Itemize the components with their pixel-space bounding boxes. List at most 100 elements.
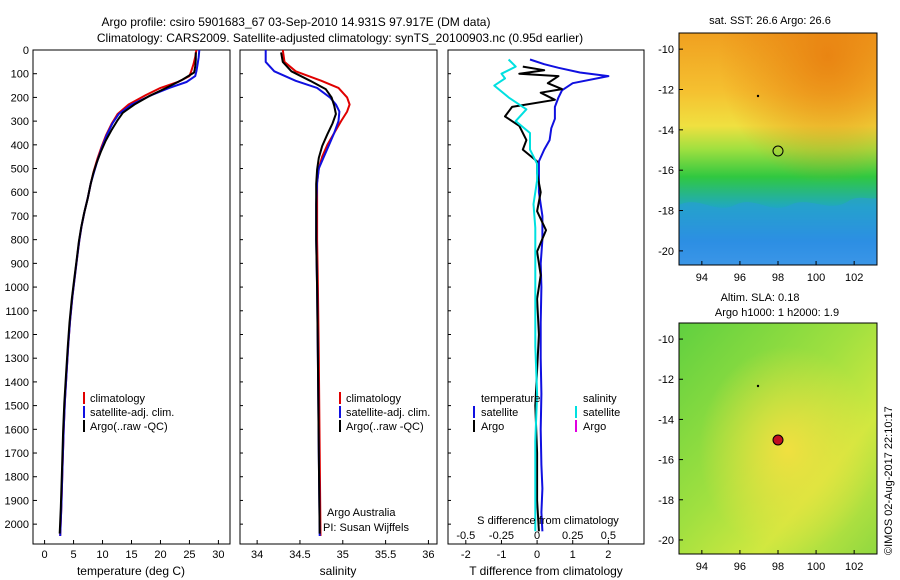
depth-tick-label: 1300: [5, 353, 29, 365]
lon-tick-label: 96: [734, 272, 746, 284]
series-line-argo-raw-qc-: [280, 52, 337, 534]
legend-header-temperature: temperature: [481, 393, 540, 405]
x-tick-label: 0: [42, 549, 48, 561]
lon-tick-label: 98: [772, 272, 784, 284]
depth-tick-label: 400: [11, 140, 29, 152]
lat-tick-label: -20: [658, 535, 674, 547]
legend-label-argo: Argo(..raw -QC): [346, 421, 424, 433]
x-tick-label: 34: [251, 549, 263, 561]
sst-lat-axis: -10 -12 -14 -16 -18 -20: [658, 44, 683, 258]
t-difference-label: T difference from climatology: [469, 564, 623, 578]
sst-cool-region: [679, 197, 877, 265]
lat-tick-label: -18: [658, 495, 674, 507]
lon-tick-label: 102: [845, 561, 863, 573]
lon-tick-label: 102: [845, 272, 863, 284]
depth-tick-label: 500: [11, 164, 29, 176]
depth-tick-label: 700: [11, 211, 29, 223]
annotation-pi: PI: Susan Wijffels: [323, 522, 409, 534]
salinity-x-label: salinity: [320, 564, 357, 578]
difference-x-axis: -2 -1 0 1 2: [461, 540, 611, 561]
legend-header-salinity: salinity: [583, 393, 617, 405]
x-tick-label: 25: [183, 549, 195, 561]
lon-tick-label: 100: [807, 561, 825, 573]
sla-map-title: Altim. SLA: 0.18: [721, 292, 800, 304]
depth-tick-label: 2000: [5, 519, 29, 531]
depth-tick-label: 200: [11, 92, 29, 104]
top-tick-label: 0.5: [601, 530, 616, 542]
depth-tick-label: 1100: [5, 306, 29, 318]
temperature-series: [58, 49, 201, 537]
temperature-legend: climatology satellite-adj. clim. Argo(..…: [83, 392, 174, 433]
difference-legend: temperature salinity satellite Argo sate…: [473, 393, 620, 433]
temperature-panel: 0100200300400500600700800900100011001200…: [5, 45, 451, 578]
legend-label-climatology: climatology: [90, 393, 146, 405]
sla-map-subtitle: Argo h1000: 1 h2000: 1.9: [715, 307, 839, 319]
lat-tick-label: -16: [658, 165, 674, 177]
lon-tick-label: 96: [734, 561, 746, 573]
salinity-series: [264, 49, 351, 537]
x-tick-label: 5: [70, 549, 76, 561]
temperature-x-label: temperature (deg C): [77, 564, 185, 578]
legend-label-climatology: climatology: [346, 393, 402, 405]
lat-tick-label: -16: [658, 455, 674, 467]
s-difference-label: S difference from climatology: [477, 515, 619, 527]
top-tick-label: -0.5: [456, 530, 475, 542]
salinity-panel: 34 34.5 35 35.5 36 salinity climatology sate…: [239, 49, 438, 578]
lon-tick-label: 100: [807, 272, 825, 284]
temperature-x-axis: 0 5 10 15 20 25 30: [42, 540, 225, 561]
x-tick-label: 35.5: [375, 549, 396, 561]
lat-tick-label: -12: [658, 84, 674, 96]
track-point: [756, 384, 760, 388]
depth-tick-label: 1000: [5, 282, 29, 294]
difference-series: [493, 58, 610, 532]
salinity-x-axis: 34 34.5 35 35.5 36: [251, 540, 435, 561]
lon-tick-label: 98: [772, 561, 784, 573]
x-tick-label: 36: [422, 549, 434, 561]
sst-lon-axis: 94 96 98 100 102: [696, 261, 863, 284]
x-tick-label: 35: [337, 549, 349, 561]
series-line-satellite-adj-clim-: [264, 50, 341, 537]
depth-tick-label: 0: [23, 45, 29, 57]
credit-text: ©IMOS 02-Aug-2017 22:10:17: [883, 406, 895, 555]
title-line-1: Argo profile: csiro 5901683_67 03-Sep-20…: [102, 15, 491, 29]
sst-map: sat. SST: 26.6 Argo: 26.6 94 96 98 100 102 -…: [658, 15, 878, 284]
salinity-legend: climatology satellite-adj. clim. Argo(..…: [339, 392, 430, 433]
legend-label-argo: Argo(..raw -QC): [90, 421, 168, 433]
series-line-temperature-argo: [504, 65, 563, 532]
depth-tick-label: 600: [11, 187, 29, 199]
lat-tick-label: -14: [658, 125, 674, 137]
series-line-climatology: [59, 49, 198, 537]
legend-label-temp-argo: Argo: [481, 421, 504, 433]
x-tick-label: -1: [497, 549, 507, 561]
sst-map-title: sat. SST: 26.6 Argo: 26.6: [709, 15, 831, 27]
x-tick-label: 0: [534, 549, 540, 561]
annotation-argo-australia: Argo Australia: [327, 507, 396, 519]
series-line-temperature-satellite: [529, 58, 610, 532]
top-tick-label: 0.25: [562, 530, 583, 542]
depth-tick-label: 1900: [5, 495, 29, 507]
series-line-salinity-satellite: [493, 58, 539, 532]
x-tick-label: 1: [570, 549, 576, 561]
sla-lon-axis: 94 96 98 100 102: [696, 550, 863, 573]
salinity-plot-frame: [239, 49, 438, 545]
legend-label-temp-satellite: satellite: [481, 407, 518, 419]
lat-tick-label: -20: [658, 246, 674, 258]
argo-position-marker: [772, 145, 784, 157]
lat-tick-label: -10: [658, 334, 674, 346]
lat-tick-label: -18: [658, 206, 674, 218]
lat-tick-label: -12: [658, 374, 674, 386]
depth-axis: 0 100 200 300 400 500 600 700 800 900 1000 1100 1200…: [5, 45, 451, 531]
legend-label-satellite: satellite-adj. clim.: [90, 407, 174, 419]
argo-position-marker: [772, 434, 784, 446]
depth-tick-label: 300: [11, 116, 29, 128]
sla-lat-axis: -10 -12 -14 -16 -18 -20: [658, 334, 683, 547]
lon-tick-label: 94: [696, 561, 708, 573]
depth-tick-label: 1200: [5, 329, 29, 341]
top-tick-label: 0: [534, 530, 540, 542]
x-tick-label: 10: [96, 549, 108, 561]
legend-label-sal-satellite: satellite: [583, 407, 620, 419]
depth-tick-label: 1700: [5, 448, 29, 460]
series-line-satellite-adj-clim-: [59, 49, 201, 537]
title-line-2: Climatology: CARS2009. Satellite-adjuste…: [97, 31, 583, 45]
